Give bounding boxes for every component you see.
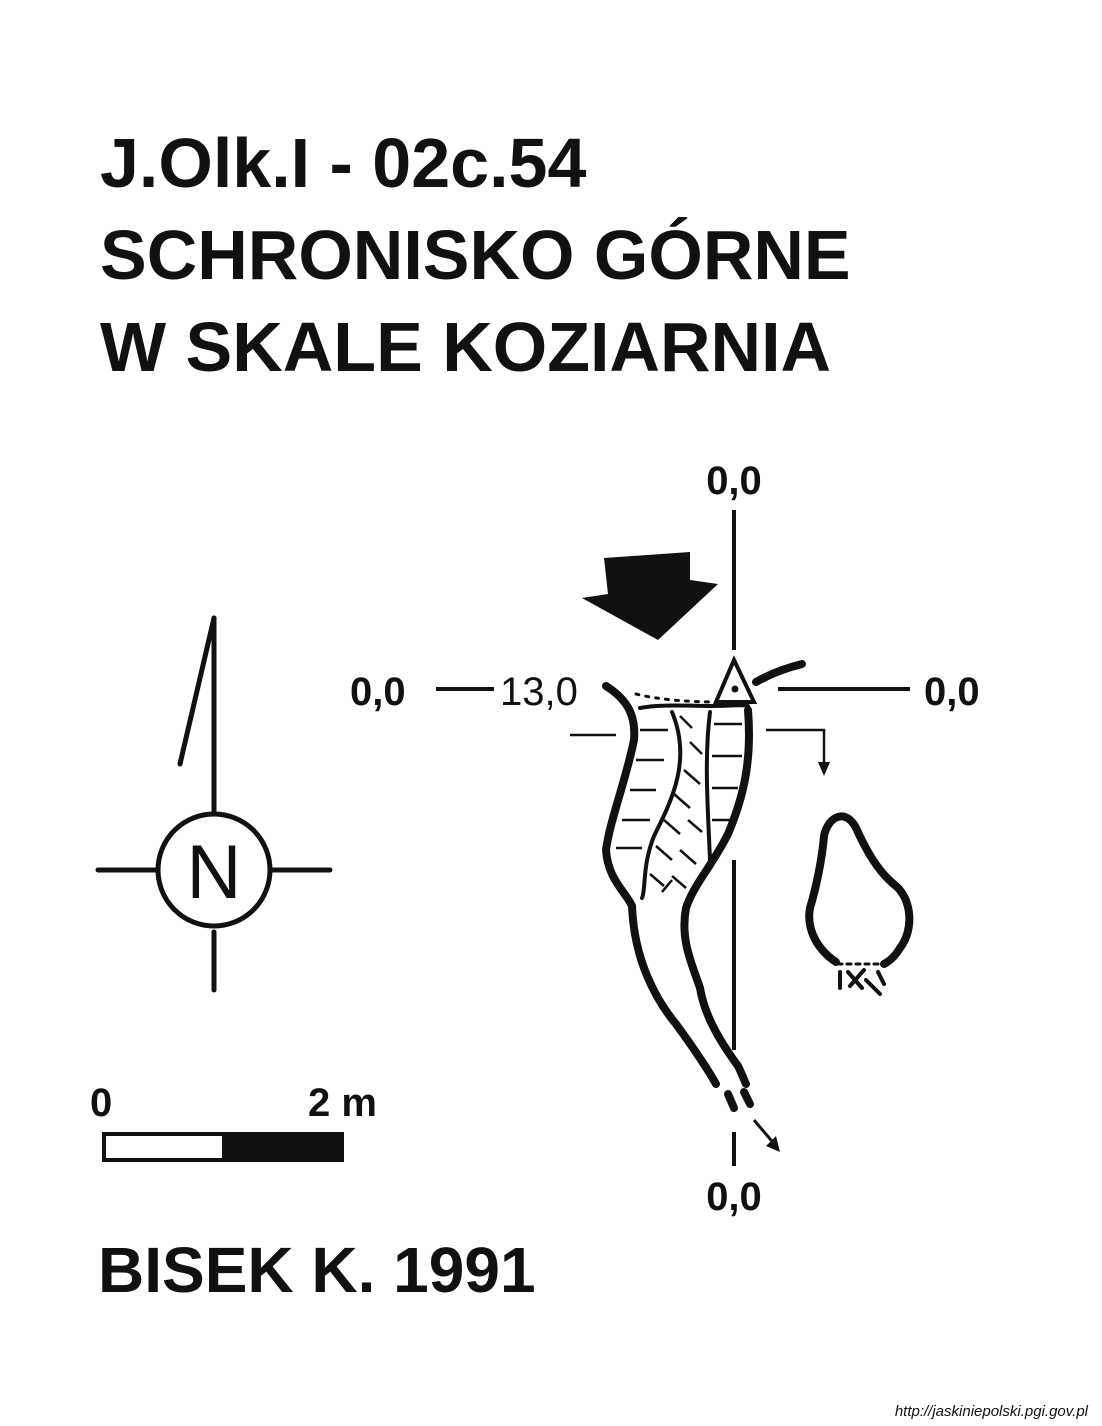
profile-label-bottom: 0,0: [706, 1175, 762, 1219]
north-letter: N: [187, 830, 242, 915]
cave-passage: [602, 660, 806, 1112]
scale-bar-filled: [222, 1134, 342, 1160]
sediment-hatch-left: [616, 728, 668, 850]
cross-section: [805, 812, 914, 996]
north-arrow-circle: [155, 811, 273, 929]
profile-label-depth: 13,0: [500, 670, 578, 714]
scale-start-label: 0: [90, 1081, 112, 1125]
north-arrow-barb: [177, 615, 217, 767]
passage-inner-left-line: [640, 710, 683, 900]
profile-label-right: 0,0: [924, 670, 980, 714]
survey-station-icon: [712, 655, 758, 704]
cross-section-outline: [805, 812, 914, 968]
title-line-2: SCHRONISKO GÓRNE: [100, 216, 851, 294]
passage-inner-right-line: [704, 710, 712, 862]
author-credit: BISEK K. 1991: [98, 1234, 536, 1306]
cave-wall-dashed: [724, 1088, 754, 1112]
profile-label-top: 0,0: [706, 459, 762, 503]
cross-section-hatch: [838, 968, 886, 996]
sediment-hatch-right: [712, 722, 742, 822]
source-url: http://jaskiniepolski.pgi.gov.pl: [894, 1403, 1088, 1420]
passage-upper-outline: [638, 703, 750, 710]
title-line-3: W SKALE KOZIARNIA: [100, 308, 832, 386]
continuation-arrow-head: [766, 1136, 780, 1152]
profile-label-left: 0,0: [350, 670, 406, 714]
profile-lines: [436, 510, 910, 1166]
section-marker-right: [766, 728, 826, 770]
north-arrow: [95, 615, 333, 993]
drip-line: [634, 692, 722, 704]
cave-wall-left: [602, 682, 720, 1088]
rubble-hatch: [649, 715, 703, 893]
cave-wall-upper-right: [752, 660, 806, 686]
cave-wall-right: [680, 706, 754, 1088]
title-line-1: J.Olk.I - 02c.54: [100, 124, 587, 202]
section-arrow-head: [818, 762, 830, 776]
entrance-arrow-icon: [582, 552, 718, 640]
scale-bar: [102, 1132, 344, 1162]
scale-end-label: 2 m: [308, 1081, 377, 1125]
